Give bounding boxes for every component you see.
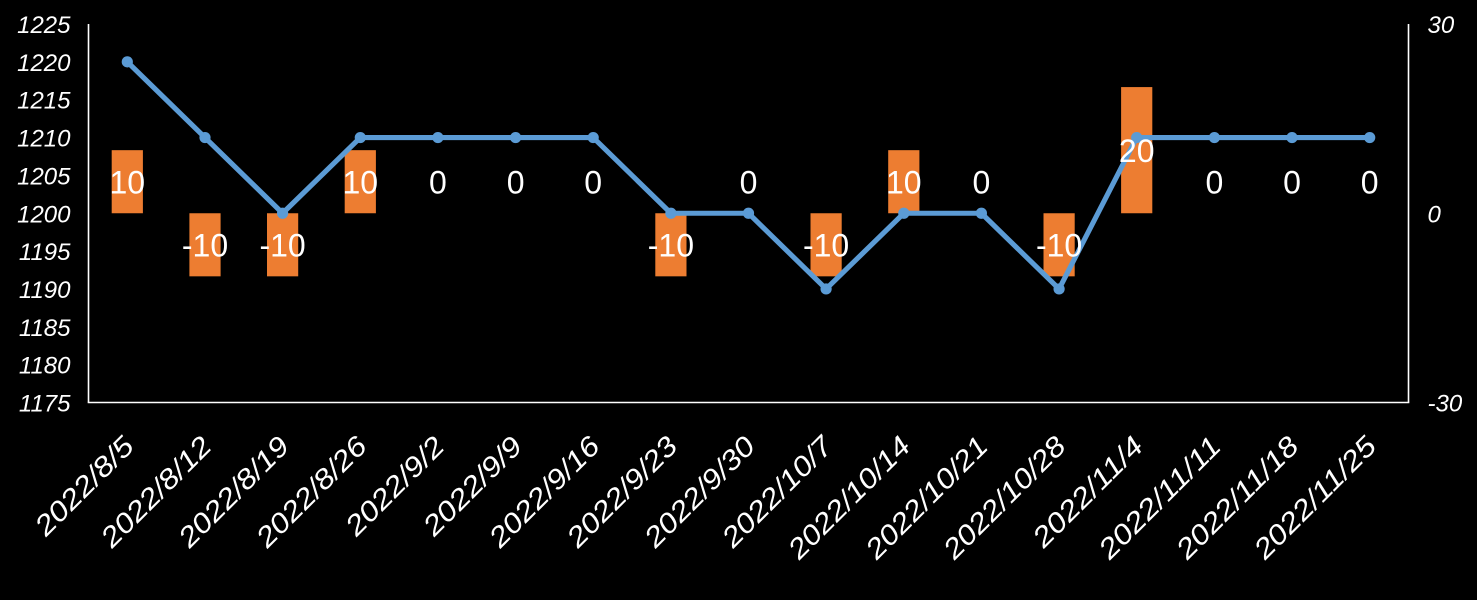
svg-text:10: 10 (110, 164, 146, 200)
svg-text:-10: -10 (182, 227, 228, 263)
svg-text:1205: 1205 (17, 163, 71, 190)
svg-text:10: 10 (343, 164, 379, 200)
svg-text:1175: 1175 (19, 391, 71, 418)
svg-text:1220: 1220 (17, 50, 71, 77)
svg-text:1225: 1225 (17, 12, 71, 39)
svg-text:0: 0 (973, 164, 991, 200)
svg-text:0: 0 (1361, 164, 1379, 200)
svg-text:0: 0 (1428, 201, 1442, 228)
svg-text:1210: 1210 (17, 126, 71, 153)
svg-text:10: 10 (886, 164, 922, 200)
svg-text:30: 30 (1428, 12, 1455, 39)
svg-text:0: 0 (429, 164, 447, 200)
svg-text:0: 0 (1206, 164, 1224, 200)
svg-text:0: 0 (507, 164, 525, 200)
svg-text:1200: 1200 (17, 201, 71, 228)
svg-text:-10: -10 (1036, 227, 1082, 263)
svg-text:0: 0 (1283, 164, 1301, 200)
svg-text:1195: 1195 (19, 239, 71, 266)
svg-text:1180: 1180 (19, 353, 71, 380)
svg-text:1215: 1215 (17, 88, 71, 115)
svg-text:20: 20 (1119, 133, 1155, 169)
svg-text:-10: -10 (259, 227, 305, 263)
svg-text:0: 0 (584, 164, 602, 200)
svg-text:-30: -30 (1428, 391, 1463, 418)
svg-text:0: 0 (740, 164, 758, 200)
svg-text:1185: 1185 (19, 315, 71, 342)
svg-text:-10: -10 (648, 227, 694, 263)
svg-text:-10: -10 (803, 227, 849, 263)
svg-text:1190: 1190 (19, 277, 71, 304)
